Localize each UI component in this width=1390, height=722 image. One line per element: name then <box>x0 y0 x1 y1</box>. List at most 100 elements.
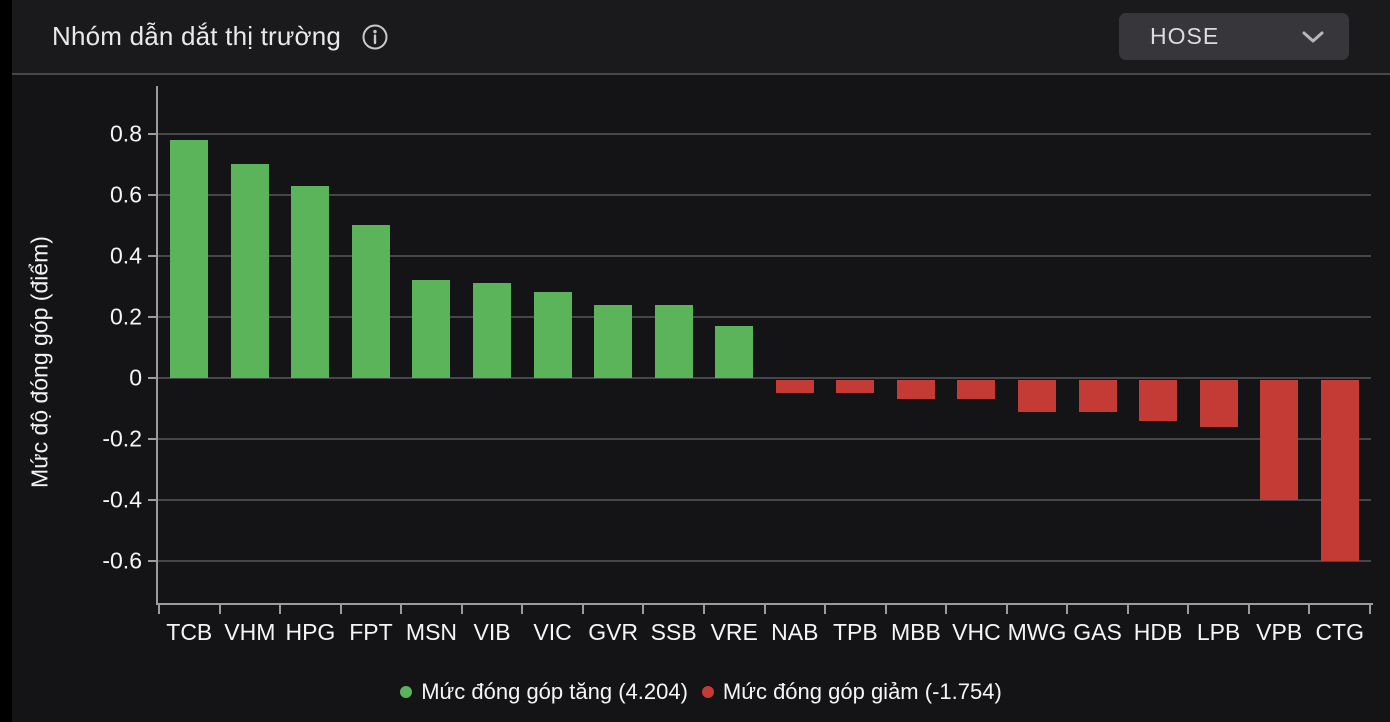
y-axis-tick <box>148 193 156 196</box>
x-tick-label: NAB <box>771 619 819 645</box>
legend-item-decrease[interactable]: Mức đóng góp giảm (-1.754) <box>701 678 1002 706</box>
bar-GVR[interactable] <box>594 304 633 378</box>
x-axis-tick <box>702 605 705 614</box>
y-axis-tick <box>148 499 156 502</box>
x-tick-label: LPB <box>1196 619 1241 645</box>
legend-label: Mức đóng góp giảm (-1.754) <box>722 679 1002 704</box>
exchange-dropdown[interactable]: HOSE <box>1119 13 1349 60</box>
x-axis-tick <box>339 605 342 614</box>
bar-CTG[interactable] <box>1320 380 1359 562</box>
x-axis-line <box>156 603 1373 605</box>
bar-SSB[interactable] <box>654 304 693 378</box>
y-axis-tick <box>148 132 156 135</box>
bar-TCB[interactable] <box>170 139 209 378</box>
y-tick-label: -0.6 <box>102 547 142 574</box>
legend-label: Mức đóng góp tăng (4.204) <box>421 679 688 704</box>
x-tick-label: SSB <box>650 619 697 645</box>
x-tick-label: MWG <box>1007 619 1067 645</box>
y-axis-line <box>156 86 158 605</box>
x-axis-tick <box>1005 605 1008 614</box>
legend-dot-decrease <box>701 686 714 698</box>
chevron-down-icon <box>1301 30 1325 44</box>
grid-line <box>156 560 1371 563</box>
bar-GAS[interactable] <box>1078 380 1117 412</box>
x-axis-tick <box>279 605 282 614</box>
x-axis-tick <box>884 605 887 614</box>
bar-VPB[interactable] <box>1260 380 1299 501</box>
grid-line <box>156 193 1371 196</box>
x-axis-tick <box>158 605 160 614</box>
x-axis-tick <box>642 605 645 614</box>
y-tick-label: -0.2 <box>102 425 142 452</box>
x-tick-label: VIB <box>473 619 511 645</box>
bar-VHC[interactable] <box>957 380 996 400</box>
bar-TPB[interactable] <box>836 380 875 394</box>
x-tick-label: GVR <box>588 619 639 645</box>
bar-MWG[interactable] <box>1017 380 1056 412</box>
bar-MSN[interactable] <box>412 280 451 378</box>
grid-line <box>156 499 1371 502</box>
left-edge-strip <box>0 0 12 722</box>
x-axis-tick <box>218 605 221 614</box>
x-axis-tick <box>460 605 463 614</box>
panel-title: Nhóm dẫn dắt thị trường <box>52 21 342 51</box>
panel-header: Nhóm dẫn dắt thị trường HOSE <box>12 0 1390 75</box>
y-tick-label: -0.4 <box>102 486 142 513</box>
x-axis-tick <box>824 605 827 614</box>
y-tick-label: 0.6 <box>110 181 142 208</box>
x-axis-tick <box>400 605 403 614</box>
grid-line <box>156 438 1371 441</box>
y-tick-label: 0.8 <box>110 120 142 147</box>
x-axis-tick <box>581 605 584 614</box>
bar-VRE[interactable] <box>715 326 754 378</box>
x-tick-label: GAS <box>1073 619 1122 645</box>
bar-VIC[interactable] <box>533 292 572 378</box>
x-axis-tick <box>1308 605 1311 614</box>
x-axis-tick <box>763 605 766 614</box>
grid-line <box>156 254 1371 257</box>
x-tick-label: VHC <box>952 619 1001 645</box>
y-axis-tick <box>148 438 156 441</box>
grid-line <box>156 315 1371 318</box>
market-leaders-panel: Nhóm dẫn dắt thị trường HOSE Mức độ đóng… <box>12 0 1390 722</box>
x-tick-label: VPB <box>1256 619 1303 645</box>
grid-line <box>156 132 1371 135</box>
contribution-chart: Mức độ đóng góp (điểm) 0.8 0.6 0.4 0.2 0 -0.2… <box>12 0 1390 722</box>
y-tick-label: 0 <box>129 364 142 391</box>
x-tick-label: VIC <box>533 619 572 645</box>
x-tick-label: VRE <box>710 619 758 645</box>
legend-dot-increase <box>400 686 413 698</box>
y-axis-tick <box>148 377 156 379</box>
x-tick-label: TCB <box>166 619 213 645</box>
legend-item-increase[interactable]: Mức đóng góp tăng (4.204) <box>400 678 688 706</box>
x-tick-label: HPG <box>285 619 336 645</box>
x-axis-tick <box>1066 605 1069 614</box>
y-axis-tick <box>148 254 156 257</box>
info-icon[interactable] <box>361 23 389 51</box>
chart-legend: Mức đóng góp tăng (4.204) Mức đóng góp gi… <box>12 678 1390 706</box>
x-axis-tick <box>1369 605 1371 614</box>
x-tick-label: FPT <box>349 619 393 645</box>
bar-FPT[interactable] <box>351 225 390 378</box>
bar-HPG[interactable] <box>291 185 330 378</box>
x-axis-tick <box>945 605 948 614</box>
y-axis-tick <box>148 315 156 318</box>
bar-HDB[interactable] <box>1139 380 1178 421</box>
x-tick-label: HDB <box>1133 619 1183 645</box>
x-axis-tick <box>1247 605 1250 614</box>
y-axis-tick <box>148 560 156 563</box>
y-tick-label: 0.2 <box>110 303 142 330</box>
exchange-dropdown-value: HOSE <box>1150 23 1220 49</box>
x-axis-tick <box>1126 605 1129 614</box>
bar-VHM[interactable] <box>230 164 269 378</box>
bar-NAB[interactable] <box>775 380 814 394</box>
x-axis-tick <box>521 605 524 614</box>
bar-VIB[interactable] <box>473 283 512 378</box>
y-tick-label: 0.4 <box>110 242 142 269</box>
x-axis-tick <box>1187 605 1190 614</box>
x-tick-label: CTG <box>1315 619 1364 645</box>
x-tick-label: MBB <box>890 619 941 645</box>
bar-MBB[interactable] <box>896 380 935 400</box>
bar-LPB[interactable] <box>1199 380 1238 427</box>
